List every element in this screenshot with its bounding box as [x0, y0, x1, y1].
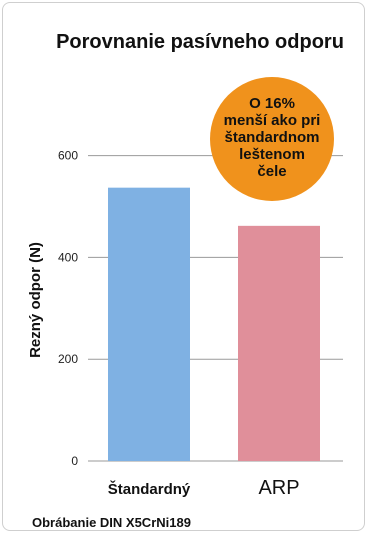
- bar-1: [238, 225, 320, 461]
- y-tick-label: 600: [58, 149, 78, 163]
- chart-frame: [2, 2, 365, 531]
- annotation-text-line: menší ako pri: [224, 112, 321, 129]
- y-tick-label: 200: [58, 352, 78, 366]
- y-axis: 0 200 400 600: [58, 149, 78, 468]
- y-tick-label: 0: [71, 454, 78, 468]
- x-category-label: Štandardný: [108, 480, 191, 498]
- footnote: Obrábanie DIN X5CrNi189: [32, 515, 191, 530]
- annotation-text-line: štandardnom: [224, 129, 319, 146]
- x-axis-labels: Štandardný ARP: [108, 477, 300, 499]
- chart-title: Porovnanie pasívneho odporu: [56, 31, 344, 53]
- y-tick-label: 400: [58, 250, 78, 264]
- y-axis-label: Rezný odpor (N): [27, 242, 44, 358]
- x-category-label: ARP: [258, 477, 299, 499]
- annotation-circle: [210, 77, 334, 201]
- bar-0: [108, 187, 190, 462]
- annotation-text-line: leštenom: [239, 146, 305, 163]
- annotation-text-line: O 16%: [249, 95, 295, 112]
- bars: [108, 187, 320, 462]
- annotation-text-line: čele: [257, 163, 286, 180]
- annotation-badge: O 16%menší ako prištandardnomleštenomčel…: [210, 77, 334, 201]
